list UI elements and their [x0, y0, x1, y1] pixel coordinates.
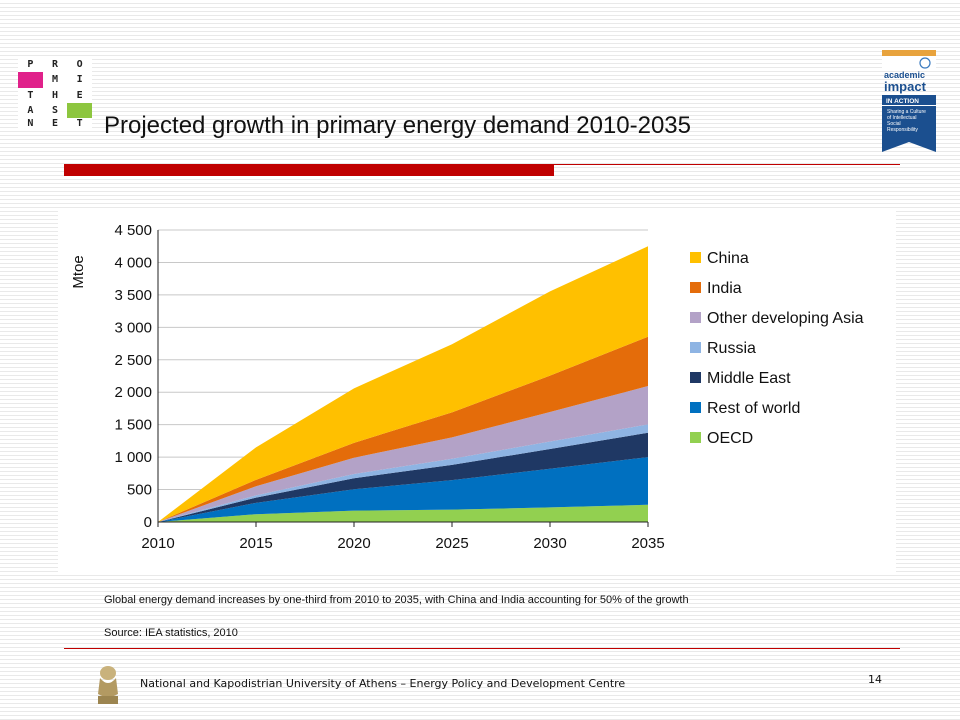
area-india [158, 336, 648, 522]
logo-cell: R [51, 59, 58, 71]
logo-cell: M [51, 74, 58, 86]
y-axis-label: Mtoe [70, 255, 87, 288]
svg-text:impact: impact [884, 79, 927, 94]
title-underline [64, 164, 900, 165]
legend-label: China [707, 250, 749, 267]
university-logo [98, 666, 118, 704]
logo-cell: A [27, 104, 34, 116]
legend-label: Russia [707, 340, 756, 357]
title-accent-bar [64, 165, 554, 176]
stacked-area-chart: 0 500 1 000 1 500 2 000 2 500 3 000 3 500 4 000 4… [70, 222, 864, 552]
logo-cell [18, 72, 43, 88]
logo-cell [67, 102, 92, 118]
legend-swatch [690, 372, 701, 383]
legend-swatch [690, 402, 701, 413]
legend-swatch [690, 282, 701, 293]
logo-cell: S [51, 104, 58, 116]
y-tick-label: 2 000 [114, 384, 152, 401]
y-tick-label: 0 [144, 514, 152, 531]
y-tick-label: 1 500 [114, 417, 152, 434]
tagline: Sharing a Culture of Intellectual Social… [887, 109, 926, 133]
area-other-developing-asia [158, 386, 648, 522]
logo-cell: I [76, 74, 83, 86]
y-tick-label: 500 [127, 482, 152, 499]
y-tick-label: 3 500 [114, 287, 152, 304]
logo-cell: P [27, 59, 34, 71]
logo-cell: H [51, 89, 58, 101]
footer-institution: National and Kapodistrian University of … [140, 677, 626, 690]
legend-swatch [690, 342, 701, 353]
area-china [158, 246, 648, 522]
logo-cell: E [51, 118, 58, 129]
legend-label: Rest of world [707, 400, 800, 417]
area-oecd [158, 504, 648, 522]
logo-cell: N [27, 118, 34, 129]
footer-divider [64, 648, 900, 649]
logo-cell: O [76, 59, 83, 71]
area-rest-of-world [158, 457, 648, 522]
y-tick-label: 4 000 [114, 254, 152, 271]
area-russia [158, 424, 648, 522]
x-tick-label: 2030 [533, 535, 566, 552]
promitheas-logo: P R O M I T H E A S N E T [18, 57, 92, 129]
svg-text:IN ACTION: IN ACTION [886, 98, 919, 105]
legend-label: Middle East [707, 370, 791, 387]
y-tick-label: 4 500 [114, 222, 152, 239]
x-tick-label: 2010 [141, 535, 174, 552]
svg-text:academic: academic [884, 70, 925, 80]
x-tick-label: 2015 [239, 535, 272, 552]
chart-source: Source: IEA statistics, 2010 [104, 627, 238, 639]
y-tick-label: 2 500 [114, 352, 152, 369]
legend-swatch [690, 252, 701, 263]
page-number: 14 [868, 673, 882, 686]
x-tick-label: 2020 [337, 535, 370, 552]
slide-title: Projected growth in primary energy deman… [104, 112, 692, 139]
legend-label: India [707, 280, 742, 297]
chart-area: 0 500 1 000 1 500 2 000 2 500 3 000 3 500 4 000 4… [58, 210, 896, 572]
y-tick-label: 3 000 [114, 319, 152, 336]
logo-cell: T [76, 118, 83, 129]
logo-cell: T [27, 89, 34, 101]
legend-swatch [690, 312, 701, 323]
x-tick-label: 2025 [435, 535, 468, 552]
academic-impact-logo: academic impact IN ACTION Sharing a Cult… [882, 50, 936, 152]
x-tick-label: 2035 [631, 535, 664, 552]
legend-label: OECD [707, 430, 753, 447]
chart-caption: Global energy demand increases by one-th… [104, 594, 689, 606]
area-middle-east [158, 432, 648, 522]
legend-label: Other developing Asia [707, 310, 864, 327]
y-tick-label: 1 000 [114, 449, 152, 466]
legend-swatch [690, 432, 701, 443]
logo-cell: E [76, 89, 83, 101]
